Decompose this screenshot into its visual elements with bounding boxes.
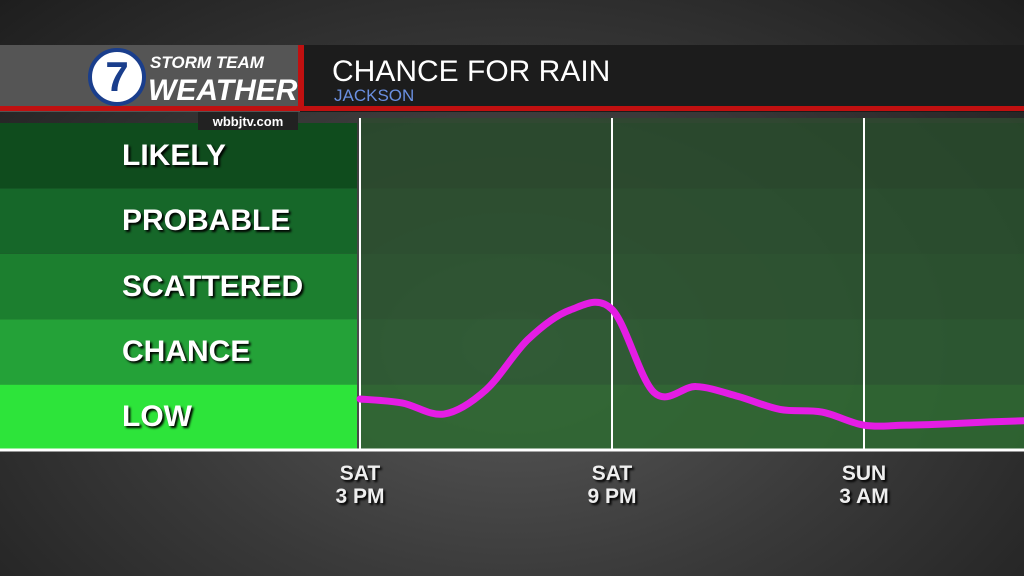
website-box xyxy=(198,112,298,130)
logo-line1: STORM TEAM xyxy=(150,53,265,72)
logo-line2: WEATHER xyxy=(148,74,298,107)
band-label-bg xyxy=(0,384,357,450)
band-label-bg xyxy=(0,253,357,320)
band-tint xyxy=(360,188,1024,254)
website: wbbjtv.com xyxy=(212,114,284,129)
y-tick-label: SCATTERED xyxy=(122,269,304,303)
y-tick-label: CHANCE xyxy=(122,334,251,368)
band-tint xyxy=(360,123,1024,189)
logo-panel xyxy=(0,45,300,112)
chart-subtitle: JACKSON xyxy=(334,86,414,105)
y-tick-label: LOW xyxy=(122,400,192,434)
logo-circle xyxy=(88,48,146,106)
band-label-bg xyxy=(0,123,357,189)
rain-chance-line xyxy=(356,298,1024,430)
y-tick-label: PROBABLE xyxy=(122,204,291,238)
x-tick-label: SAT 9 PM xyxy=(587,462,637,508)
plot-background xyxy=(360,118,1024,450)
x-tick-label: SUN 3 AM xyxy=(839,462,889,508)
band-tint xyxy=(360,319,1024,385)
header-red-line xyxy=(0,106,1024,111)
band-tint xyxy=(360,384,1024,450)
chart-title: CHANCE FOR RAIN xyxy=(332,55,610,88)
band-tint xyxy=(360,253,1024,320)
x-tick-label: SAT 3 PM xyxy=(335,462,385,508)
band-label-bg xyxy=(0,188,357,254)
header-red-divider xyxy=(298,45,304,111)
y-tick-label: LIKELY xyxy=(122,138,226,172)
logo-number: 7 xyxy=(105,53,128,100)
band-label-bg xyxy=(0,319,357,385)
